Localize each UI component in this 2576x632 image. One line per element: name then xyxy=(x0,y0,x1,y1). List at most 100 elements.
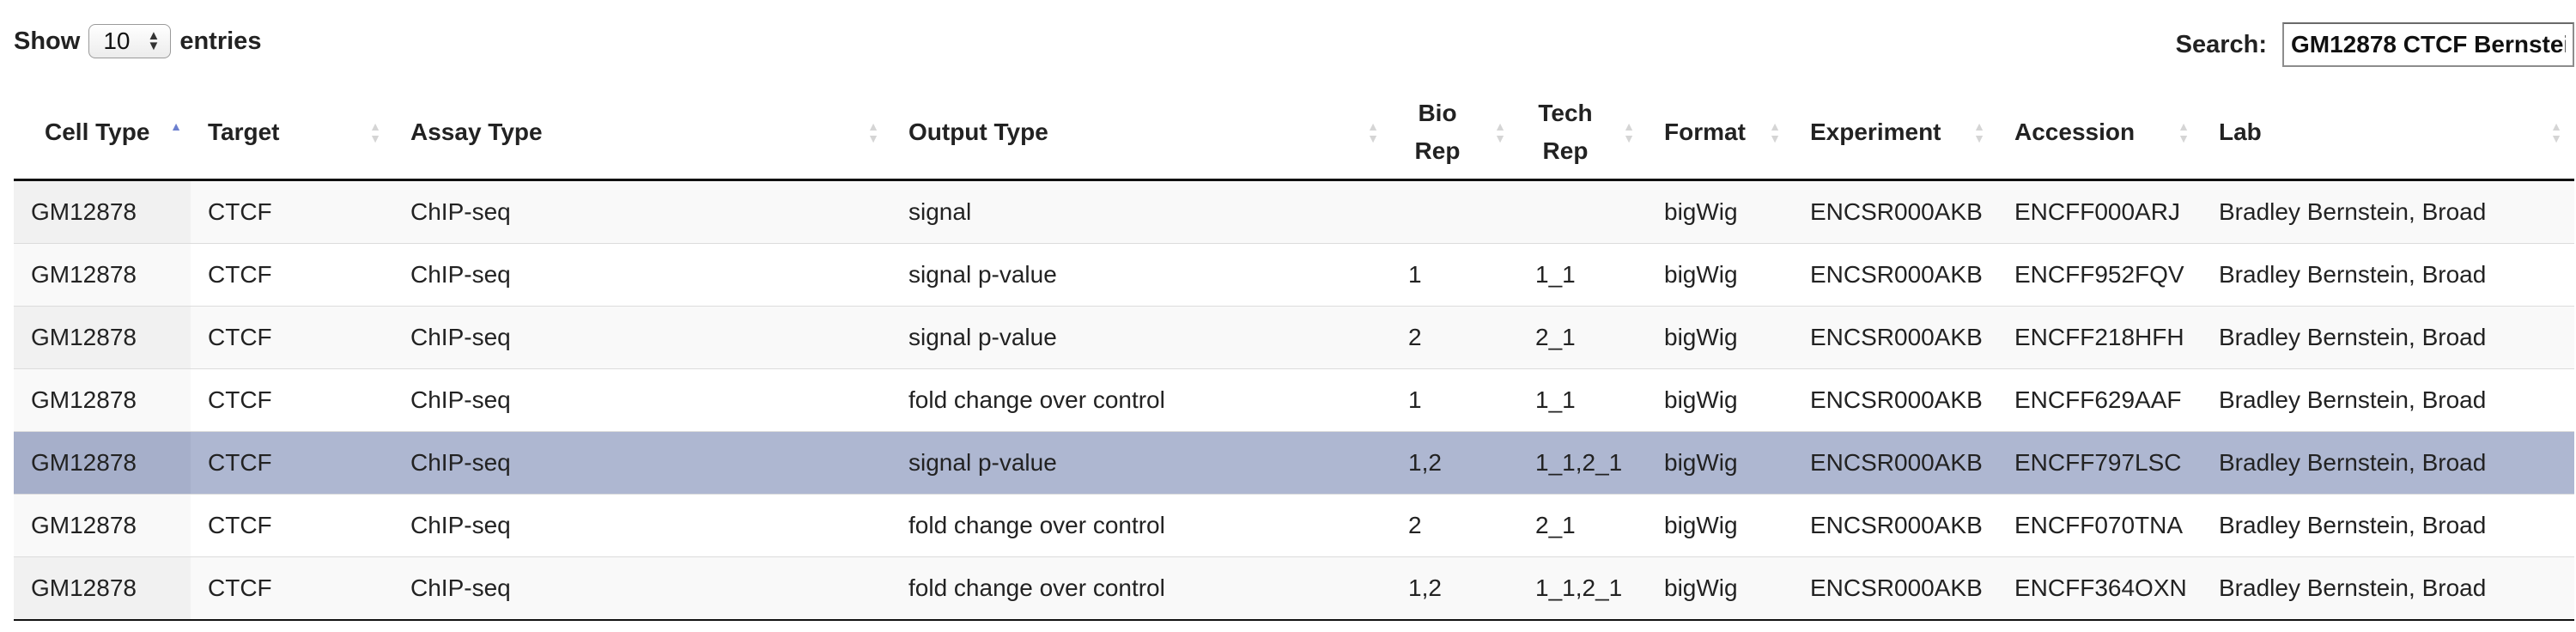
search-label: Search: xyxy=(2175,30,2267,58)
cell-text: 1,2 xyxy=(1408,574,1442,601)
cell-text: bigWig xyxy=(1664,261,1738,288)
cell-text: fold change over control xyxy=(908,574,1165,601)
column-label: Target xyxy=(208,118,280,145)
cell-accession: ENCFF629AAF xyxy=(1997,368,2202,432)
table-row[interactable]: GM12878 CTCF ChIP-seq fold change over cont… xyxy=(14,368,2574,432)
cell-lab: Bradley Bernstein, Broad xyxy=(2202,431,2574,495)
column-label: Lab xyxy=(2219,118,2262,145)
cell-text: CTCF xyxy=(208,198,272,225)
column-header-accession[interactable]: Accession ▲ ▼ xyxy=(1997,86,2202,181)
cell-text: signal p-value xyxy=(908,261,1057,288)
cell-accession: ENCFF952FQV xyxy=(1997,243,2202,307)
cell-assay-type: ChIP-seq xyxy=(393,243,891,307)
column-header-output-type[interactable]: Output Type ▲ ▼ xyxy=(891,86,1391,181)
table-row[interactable]: GM12878 CTCF ChIP-seq fold change over cont… xyxy=(14,556,2574,621)
cell-format: bigWig xyxy=(1647,179,1793,244)
cell-format: bigWig xyxy=(1647,368,1793,432)
cell-assay-type: ChIP-seq xyxy=(393,179,891,244)
column-label: Cell Type xyxy=(45,118,150,145)
cell-text: ENCFF364OXN xyxy=(2014,574,2187,601)
column-label: Output Type xyxy=(908,118,1048,145)
column-header-target[interactable]: Target ▲ ▼ xyxy=(191,86,393,181)
cell-cell-type: GM12878 xyxy=(14,179,191,244)
cell-text: ENCSR000AKB xyxy=(1810,449,1983,476)
cell-output-type: fold change over control xyxy=(891,556,1391,621)
cell-experiment: ENCSR000AKB xyxy=(1793,243,1997,307)
column-header-lab[interactable]: Lab ▲ ▼ xyxy=(2202,86,2574,181)
cell-text: ChIP-seq xyxy=(410,574,511,601)
cell-output-type: signal xyxy=(891,179,1391,244)
entries-select-value: 10 xyxy=(103,27,131,54)
cell-target: CTCF xyxy=(191,556,393,621)
column-header-format[interactable]: Format ▲ ▼ xyxy=(1647,86,1793,181)
cell-text: Bradley Bernstein, Broad xyxy=(2219,324,2487,350)
cell-cell-type: GM12878 xyxy=(14,306,191,369)
cell-accession: ENCFF000ARJ xyxy=(1997,179,2202,244)
cell-text: GM12878 xyxy=(31,261,137,288)
cell-text: ENCSR000AKB xyxy=(1810,574,1983,601)
cell-text: 1_1,2_1 xyxy=(1535,574,1623,601)
cell-text: ENCFF218HFH xyxy=(2014,324,2184,350)
cell-text: ChIP-seq xyxy=(410,386,511,413)
column-label: Accession xyxy=(2014,118,2136,145)
column-label: Tech Rep xyxy=(1538,100,1593,164)
cell-text: CTCF xyxy=(208,324,272,350)
table-row[interactable]: GM12878 CTCF ChIP-seq fold change over cont… xyxy=(14,494,2574,557)
cell-bio-rep: 1 xyxy=(1391,243,1518,307)
cell-text: ENCFF797LSC xyxy=(2014,449,2182,476)
cell-tech-rep: 1_1 xyxy=(1518,368,1647,432)
cell-text: ENCSR000AKB xyxy=(1810,198,1983,225)
cell-output-type: signal p-value xyxy=(891,243,1391,307)
cell-cell-type: GM12878 xyxy=(14,556,191,621)
cell-tech-rep: 2_1 xyxy=(1518,306,1647,369)
column-header-experiment[interactable]: Experiment ▲ ▼ xyxy=(1793,86,1997,181)
cell-bio-rep: 1,2 xyxy=(1391,431,1518,495)
sort-both-icon: ▲ ▼ xyxy=(369,119,381,145)
cell-text: Bradley Bernstein, Broad xyxy=(2219,574,2487,601)
column-header-assay-type[interactable]: Assay Type ▲ ▼ xyxy=(393,86,891,181)
sort-both-icon: ▲ ▼ xyxy=(1623,119,1635,145)
cell-text: Bradley Bernstein, Broad xyxy=(2219,512,2487,538)
cell-target: CTCF xyxy=(191,243,393,307)
cell-format: bigWig xyxy=(1647,556,1793,621)
table-row[interactable]: GM12878 CTCF ChIP-seq signal bigWig ENCSR000A… xyxy=(14,179,2574,244)
sort-both-icon: ▲ ▼ xyxy=(1769,119,1781,145)
cell-lab: Bradley Bernstein, Broad xyxy=(2202,494,2574,557)
cell-text: CTCF xyxy=(208,512,272,538)
table-body: GM12878 CTCF ChIP-seq signal bigWig ENCSR000A… xyxy=(14,179,2574,621)
entries-select[interactable]: 10 ▲ ▼ xyxy=(88,24,172,58)
cell-bio-rep: 1 xyxy=(1391,368,1518,432)
cell-text: ChIP-seq xyxy=(410,261,511,288)
column-label: Assay Type xyxy=(410,118,543,145)
cell-text: CTCF xyxy=(208,386,272,413)
cell-cell-type: GM12878 xyxy=(14,494,191,557)
cell-text: GM12878 xyxy=(31,386,137,413)
sort-both-icon: ▲ ▼ xyxy=(2550,119,2562,145)
cell-text: signal xyxy=(908,198,972,225)
cell-target: CTCF xyxy=(191,179,393,244)
column-header-bio-rep[interactable]: Bio Rep ▲ ▼ xyxy=(1391,86,1518,181)
table-row[interactable]: GM12878 CTCF ChIP-seq signal p-value 2 2_1 big… xyxy=(14,306,2574,369)
cell-text: 2_1 xyxy=(1535,512,1576,538)
cell-text: CTCF xyxy=(208,574,272,601)
table-row[interactable]: GM12878 CTCF ChIP-seq signal p-value 1 1_1 big… xyxy=(14,243,2574,307)
cell-text: ChIP-seq xyxy=(410,449,511,476)
search-input[interactable] xyxy=(2282,22,2574,67)
column-header-tech-rep[interactable]: Tech Rep ▲ ▼ xyxy=(1518,86,1647,181)
cell-text: ENCSR000AKB xyxy=(1810,512,1983,538)
length-control: Show 10 ▲ ▼ entries xyxy=(14,21,261,62)
cell-cell-type: GM12878 xyxy=(14,243,191,307)
entries-label: entries xyxy=(179,27,262,55)
table-row[interactable]: GM12878 CTCF ChIP-seq signal p-value 1,2 1_1,… xyxy=(14,431,2574,495)
column-header-cell-type[interactable]: Cell Type ▲▼ xyxy=(14,86,191,181)
cell-assay-type: ChIP-seq xyxy=(393,431,891,495)
cell-text: CTCF xyxy=(208,261,272,288)
cell-text: bigWig xyxy=(1664,449,1738,476)
sort-both-icon: ▲ ▼ xyxy=(1973,119,1985,145)
cell-lab: Bradley Bernstein, Broad xyxy=(2202,556,2574,621)
cell-cell-type: GM12878 xyxy=(14,431,191,495)
cell-output-type: fold change over control xyxy=(891,368,1391,432)
cell-text: ENCSR000AKB xyxy=(1810,324,1983,350)
cell-format: bigWig xyxy=(1647,494,1793,557)
cell-text: ENCSR000AKB xyxy=(1810,261,1983,288)
